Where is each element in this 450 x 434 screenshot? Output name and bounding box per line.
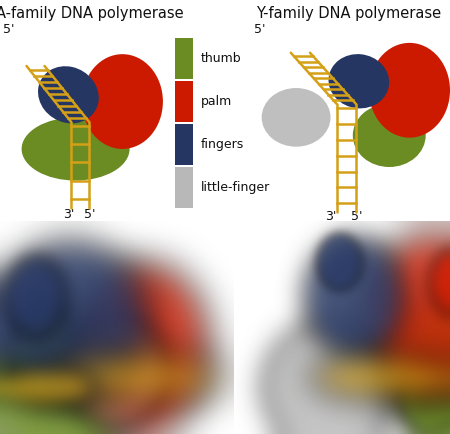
Text: thumb: thumb bbox=[201, 52, 241, 65]
Ellipse shape bbox=[353, 104, 426, 167]
Text: 5': 5' bbox=[3, 23, 15, 36]
Ellipse shape bbox=[328, 54, 389, 108]
Text: 5': 5' bbox=[351, 210, 363, 224]
Text: little-finger: little-finger bbox=[201, 181, 270, 194]
Text: fingers: fingers bbox=[201, 138, 244, 151]
Ellipse shape bbox=[22, 117, 130, 181]
FancyBboxPatch shape bbox=[175, 81, 193, 122]
Text: 5': 5' bbox=[254, 23, 266, 36]
Ellipse shape bbox=[82, 54, 163, 149]
Text: 3': 3' bbox=[63, 208, 74, 221]
Text: A-family DNA polymerase: A-family DNA polymerase bbox=[0, 6, 184, 21]
Text: palm: palm bbox=[201, 95, 232, 108]
FancyBboxPatch shape bbox=[175, 38, 193, 79]
FancyBboxPatch shape bbox=[175, 167, 193, 207]
Ellipse shape bbox=[369, 43, 450, 138]
Ellipse shape bbox=[261, 88, 330, 147]
Text: 5': 5' bbox=[84, 208, 96, 221]
FancyBboxPatch shape bbox=[175, 124, 193, 165]
Text: Y-family DNA polymerase: Y-family DNA polymerase bbox=[256, 6, 441, 21]
Text: 3': 3' bbox=[325, 210, 336, 224]
Ellipse shape bbox=[38, 66, 99, 123]
